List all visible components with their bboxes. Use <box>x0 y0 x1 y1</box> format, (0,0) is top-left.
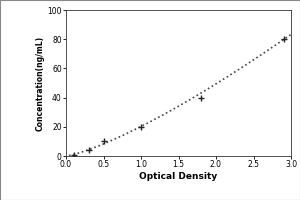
X-axis label: Optical Density: Optical Density <box>140 172 218 181</box>
Y-axis label: Concentration(ng/mL): Concentration(ng/mL) <box>36 35 45 131</box>
